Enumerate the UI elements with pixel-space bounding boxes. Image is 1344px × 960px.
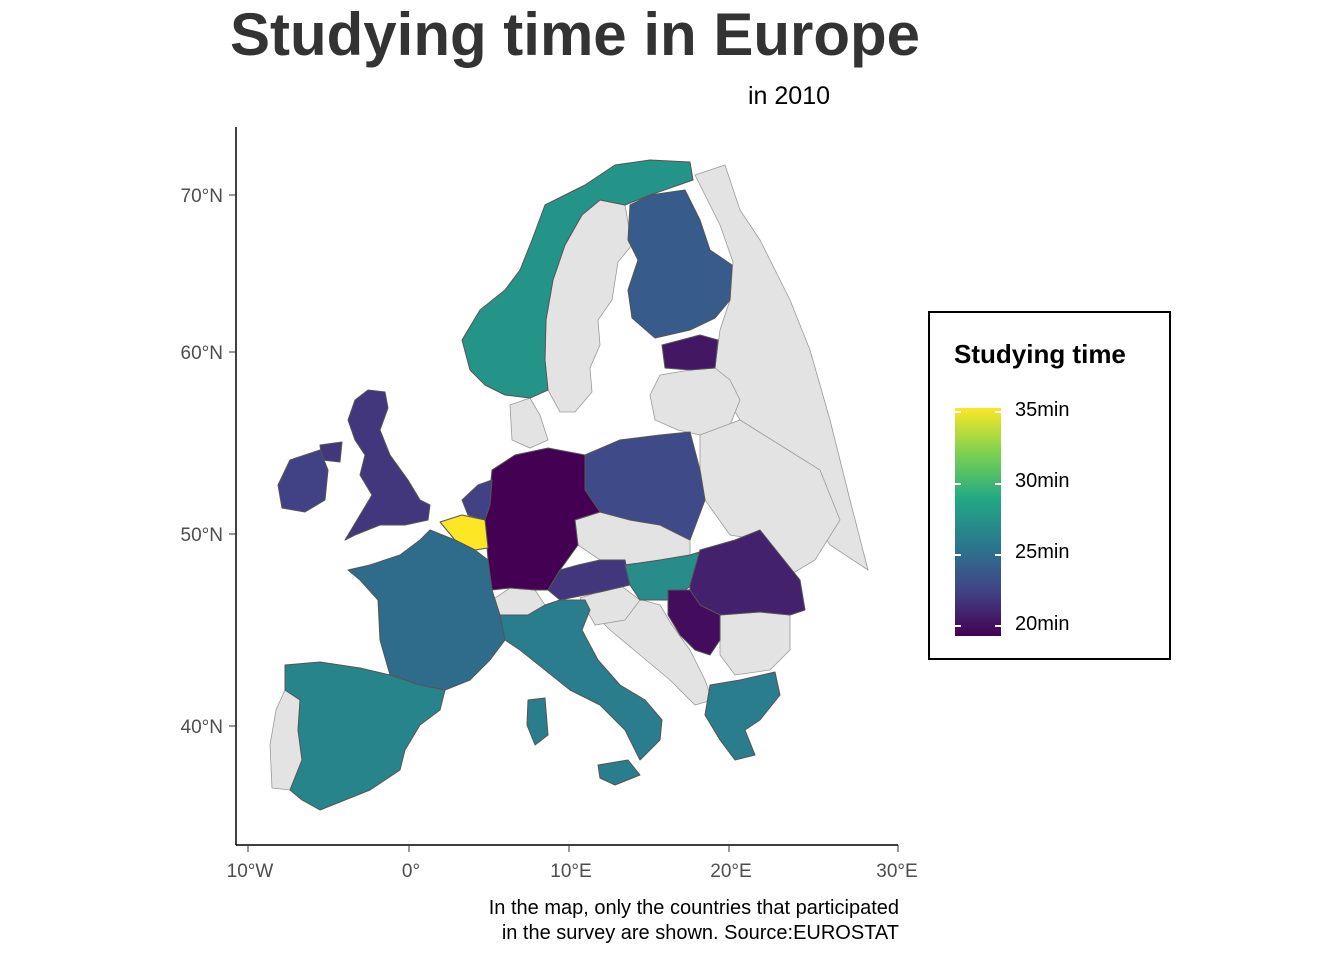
legend-label-30: 30min bbox=[1015, 470, 1070, 492]
country-spain bbox=[284, 661, 446, 811]
country-finland bbox=[627, 189, 733, 339]
country-bulgaria bbox=[719, 611, 791, 676]
country-sardinia bbox=[526, 697, 549, 746]
x-tick-label-10e: 10°E bbox=[550, 861, 591, 882]
map-caption: In the map, only the countries that part… bbox=[489, 896, 899, 946]
legend-label-20: 20min bbox=[1015, 613, 1070, 635]
legend-label-25: 25min bbox=[1015, 541, 1070, 563]
country-netherlands bbox=[461, 479, 493, 521]
country-greece bbox=[704, 671, 781, 761]
legend-colorbar bbox=[955, 408, 1001, 636]
country-denmark bbox=[509, 397, 549, 449]
x-axis-ticks: 10°W 0° 10°E 20°E 30°E bbox=[227, 845, 918, 882]
x-tick-label-10w: 10°W bbox=[227, 861, 274, 882]
country-balkans bbox=[589, 594, 713, 706]
country-estonia bbox=[661, 334, 719, 371]
country-france bbox=[347, 529, 506, 691]
country-sicily bbox=[597, 759, 641, 786]
y-tick-label-70n: 70°N bbox=[181, 186, 223, 207]
legend-label-35: 35min bbox=[1015, 399, 1070, 421]
x-tick-label-30e: 30°E bbox=[876, 861, 917, 882]
country-great-britain bbox=[344, 389, 431, 541]
y-tick-label-60n: 60°N bbox=[181, 343, 223, 364]
country-austria bbox=[547, 559, 631, 601]
caption-line-1: In the map, only the countries that part… bbox=[488, 897, 899, 919]
country-ireland bbox=[277, 449, 329, 513]
country-italy bbox=[499, 599, 663, 761]
y-tick-label-50n: 50°N bbox=[181, 525, 223, 546]
non-participating-countries bbox=[269, 164, 869, 791]
caption-line-2: in the survey are shown. Source:EUROSTAT bbox=[501, 922, 899, 944]
legend-title: Studying time bbox=[954, 339, 1126, 369]
map-title: Studying time in Europe bbox=[230, 1, 921, 68]
country-norway bbox=[461, 159, 694, 399]
x-tick-label-0: 0° bbox=[402, 861, 420, 882]
map-subtitle: in 2010 bbox=[748, 82, 831, 110]
participating-countries bbox=[277, 159, 806, 811]
y-axis-ticks: 70°N 60°N 50°N 40°N bbox=[181, 186, 236, 738]
map-legend: Studying time 35min 30min 25min 20min bbox=[928, 311, 1171, 660]
y-tick-label-40n: 40°N bbox=[181, 717, 223, 738]
x-tick-label-20e: 20°E bbox=[710, 861, 751, 882]
country-serbia bbox=[667, 589, 721, 656]
